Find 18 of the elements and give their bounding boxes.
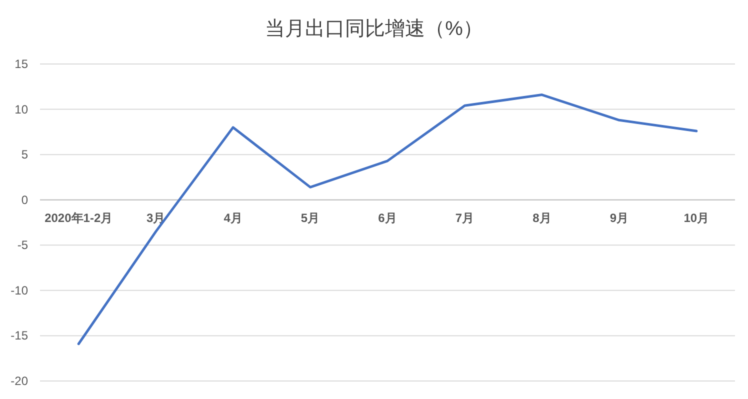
x-tick-label: 10月 (684, 210, 710, 225)
y-tick-label: -5 (17, 238, 28, 252)
x-tick-label: 2020年1-2月 (44, 210, 113, 225)
x-tick-label: 6月 (378, 210, 397, 225)
x-tick-label: 5月 (300, 210, 320, 225)
y-tick-label: 10 (14, 102, 28, 116)
y-tick-label: 0 (21, 192, 28, 207)
y-tick-label: 5 (21, 148, 28, 162)
x-tick-label: 4月 (224, 210, 242, 225)
y-tick-label: -15 (10, 328, 28, 343)
x-tick-label: 7月 (455, 210, 474, 225)
x-tick-label: 3月 (146, 210, 166, 225)
y-tick-label: 15 (14, 57, 28, 71)
x-tick-label: 9月 (610, 210, 629, 225)
chart-title: 当月出口同比增速（%） (265, 18, 483, 40)
y-tick-label: -10 (10, 283, 28, 298)
x-tick-label: 8月 (532, 210, 552, 225)
y-tick-label: -20 (10, 374, 28, 388)
